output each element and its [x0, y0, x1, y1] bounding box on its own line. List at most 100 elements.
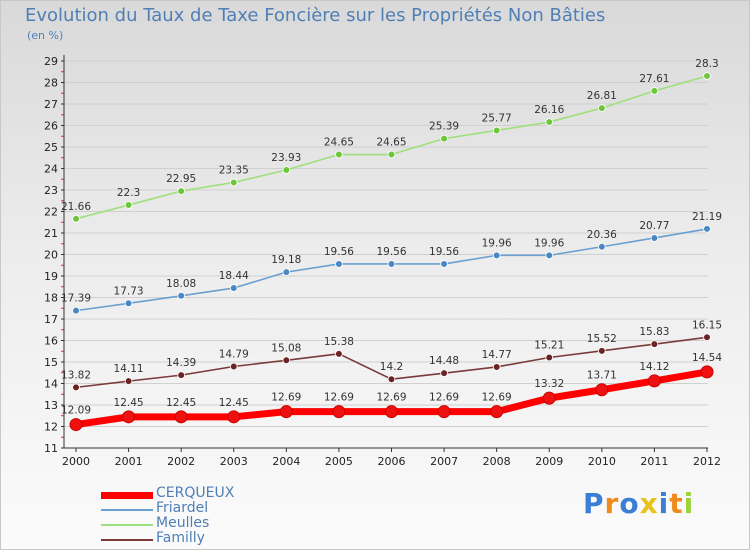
x-tick-label: 2004 [272, 455, 300, 468]
data-point [227, 410, 241, 424]
proxiti-logo: Proxiti [583, 487, 694, 520]
legend-swatch [101, 524, 153, 526]
data-label: 14.12 [639, 361, 669, 373]
y-tick-label: 15 [44, 356, 58, 369]
data-label: 23.35 [219, 164, 249, 176]
data-point [650, 87, 659, 95]
y-tick-labels: 11 12 13 14 15 16 17 18 19 20 21 22 23 24 25 26 27 28 29 [44, 55, 58, 455]
data-point [703, 333, 711, 342]
data-label: 13.71 [587, 370, 617, 382]
data-label: 19.96 [534, 237, 564, 249]
y-tick-label: 20 [44, 249, 58, 262]
data-point [492, 126, 501, 135]
x-tick-label: 2011 [640, 455, 668, 468]
data-point [174, 410, 188, 424]
data-point [492, 363, 501, 371]
data-point [177, 187, 185, 195]
logo-letter: o [619, 487, 640, 520]
data-label: 24.65 [376, 137, 406, 149]
data-label: 20.77 [639, 220, 669, 232]
data-label: 14.11 [114, 363, 144, 375]
legend-label: Familly [156, 530, 205, 546]
data-label: 21.66 [61, 201, 91, 213]
data-point [387, 375, 396, 384]
data-point [647, 374, 661, 388]
data-label: 15.52 [587, 333, 617, 345]
data-point [440, 134, 448, 143]
data-label: 14.2 [380, 361, 403, 373]
series-friardel: 17.39 17.73 18.08 18.44 19.18 19.56 19.56 19.56… [61, 211, 722, 315]
data-point [703, 225, 711, 233]
series-cerqueux: 12.09 12.45 12.45 12.45 12.69 12.69 12.69 12.69… [61, 352, 722, 432]
y-tick-label: 13 [44, 399, 58, 412]
data-label: 23.93 [271, 152, 301, 164]
data-label: 19.96 [482, 237, 512, 249]
data-label: 14.77 [482, 349, 512, 361]
x-tick-label: 2010 [588, 455, 616, 468]
data-label: 22.3 [117, 187, 140, 199]
data-label: 26.16 [534, 104, 564, 116]
series-familly: 13.82 14.11 14.39 14.79 15.08 15.38 14.2 14.48 1… [61, 319, 722, 392]
data-point [545, 353, 554, 362]
y-tick-label: 24 [44, 163, 58, 176]
data-label: 13.32 [534, 378, 564, 390]
x-tick-labels: 2000 2001 2002 2003 2004 2005 2006 2007 2008 2009… [62, 455, 721, 468]
data-point [542, 391, 556, 405]
legend-label: Friardel [156, 500, 209, 516]
data-label: 21.19 [692, 211, 722, 223]
data-label: 12.69 [429, 392, 459, 404]
x-tick-label: 2003 [220, 455, 248, 468]
data-point [492, 251, 501, 260]
data-point [279, 405, 293, 419]
y-tick-label: 26 [44, 120, 58, 133]
data-point [72, 306, 80, 315]
data-point [545, 251, 554, 260]
x-tick-label: 2007 [430, 455, 458, 468]
legend-swatch [101, 491, 153, 499]
data-label: 27.61 [639, 73, 669, 85]
data-label: 18.44 [219, 270, 249, 282]
data-label: 14.79 [219, 349, 249, 361]
data-label: 12.69 [482, 392, 512, 404]
data-point [72, 383, 80, 392]
data-point [124, 299, 133, 308]
data-point [598, 347, 606, 355]
data-point [122, 410, 136, 424]
y-tick-label: 27 [44, 98, 58, 111]
data-label: 25.77 [482, 112, 512, 124]
y-tick-label: 17 [44, 313, 58, 326]
x-tick-label: 2006 [378, 455, 406, 468]
logo-letter: r [604, 487, 620, 520]
data-point [335, 260, 343, 268]
data-point [282, 356, 291, 365]
series-group: 21.66 22.3 22.95 23.35 23.93 24.65 24.65 25.39 2… [61, 58, 722, 432]
axes [61, 55, 708, 452]
y-tick-label: 12 [44, 421, 58, 434]
data-point [229, 178, 238, 187]
data-point [124, 377, 133, 385]
y-tick-label: 21 [44, 227, 58, 240]
data-label: 15.21 [534, 339, 564, 351]
data-point [440, 260, 448, 268]
data-label: 12.45 [219, 397, 249, 409]
y-tick-label: 28 [44, 77, 58, 90]
chart-subtitle: (en %) [27, 29, 64, 42]
data-point [385, 405, 398, 419]
data-label: 19.56 [429, 246, 459, 258]
data-point [335, 150, 343, 159]
data-label: 19.56 [324, 246, 354, 258]
y-tick-label: 19 [44, 270, 58, 283]
series-line [75, 228, 708, 312]
legend-swatch [101, 539, 153, 541]
grid-lines [64, 60, 708, 449]
data-point [595, 383, 609, 397]
chart-title: Evolution du Taux de Taxe Foncière sur l… [25, 5, 606, 26]
data-point [72, 215, 80, 223]
data-point [229, 284, 238, 292]
data-point [332, 405, 346, 419]
data-point [598, 242, 606, 251]
data-label: 26.81 [587, 90, 617, 102]
y-tick-label: 18 [44, 292, 58, 305]
